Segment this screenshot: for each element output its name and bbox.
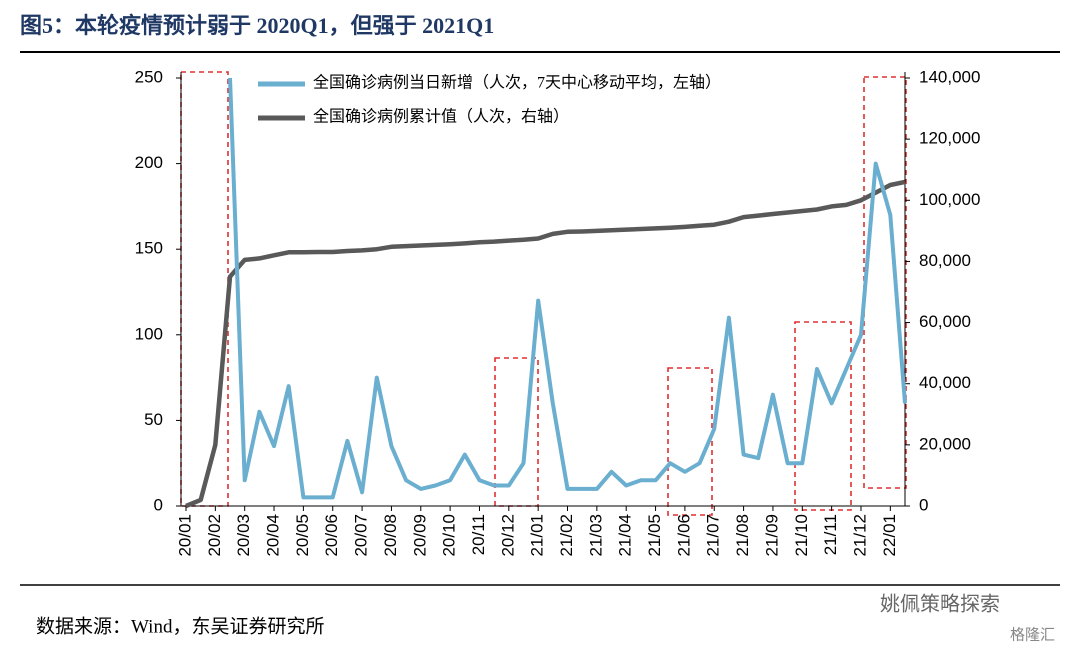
x-tick-label: 20/12 [498,514,517,557]
x-tick-label: 20/05 [293,514,312,557]
x-tick-label: 20/11 [469,514,488,555]
x-tick-label: 21/11 [821,514,840,555]
y2-tick-label: 0 [919,495,928,514]
series-line [228,77,907,500]
highlight-box [180,71,229,507]
y-tick-label: 50 [144,410,163,429]
y2-tick-label: 120,000 [919,129,980,148]
y-tick-label: 200 [135,153,163,172]
x-tick-label: 20/06 [322,514,341,557]
highlight-box [494,357,539,507]
x-tick-label: 21/10 [792,514,811,557]
y2-tick-label: 80,000 [919,251,971,270]
x-tick-label: 21/04 [616,514,635,557]
watermark: 姚佩策略探索 [880,593,1000,616]
highlight-boxes [180,71,907,516]
y2-tick-label: 40,000 [919,373,971,392]
x-tick-label: 21/12 [850,514,869,557]
x-tick-label: 20/09 [410,514,429,557]
x-tick-label: 21/02 [557,514,576,557]
source: 数据来源：Wind，东吴证券研究所 [36,615,324,637]
chart-title: 图5：本轮疫情预计弱于 2020Q1，但强于 2021Q1 [20,13,494,38]
x-tick-label: 21/05 [645,514,664,557]
y-tick-label: 250 [135,67,163,86]
legend-label: 全国确诊病例累计值（人次，右轴） [313,108,569,126]
x-tick-label: 22/01 [880,514,899,557]
y-tick-label: 100 [135,324,163,343]
y-tick-label: 0 [154,495,163,514]
y2-tick-label: 140,000 [919,67,980,86]
x-tick-label: 20/01 [175,514,194,557]
x-tick-label: 20/02 [205,514,224,557]
x-tick-label: 20/10 [440,514,459,557]
x-tick-label: 20/04 [264,514,283,557]
x-tick-label: 21/07 [704,514,723,557]
x-tick-label: 21/09 [762,514,781,557]
x-tick-label: 20/03 [234,514,253,557]
x-tick-label: 21/03 [586,514,605,557]
y2-tick-label: 60,000 [919,312,971,331]
highlight-box [794,321,852,511]
y2-tick-label: 100,000 [919,190,980,209]
series-line [185,179,906,509]
x-tick-label: 20/07 [352,514,371,557]
x-tick-label: 21/08 [733,514,752,557]
highlight-box [863,76,907,489]
watermark: 格隆汇 [1010,626,1055,643]
x-tick-label: 21/06 [674,514,693,557]
highlight-box [667,367,713,516]
y-tick-label: 150 [135,239,163,258]
x-tick-label: 21/01 [528,514,547,557]
y2-tick-label: 20,000 [919,434,971,453]
x-tick-label: 20/08 [381,514,400,557]
legend-label: 全国确诊病例当日新增（人次，7天中心移动平均，左轴） [313,74,721,92]
